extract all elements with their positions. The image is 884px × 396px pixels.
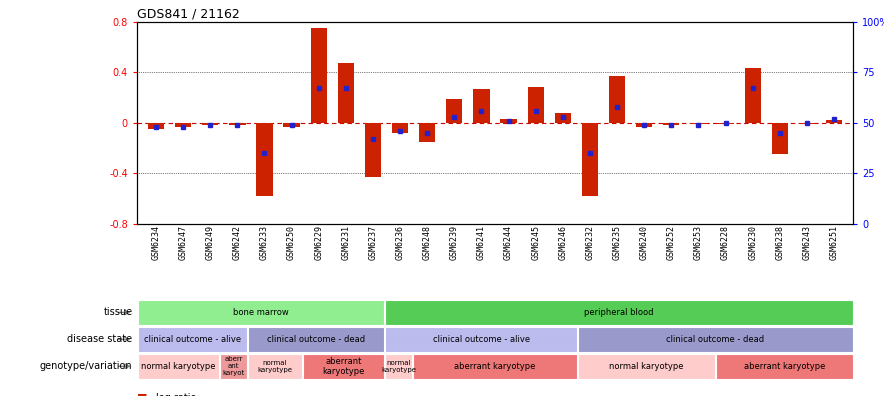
- Text: clinical outcome - alive: clinical outcome - alive: [432, 335, 530, 344]
- Bar: [385, 300, 852, 325]
- Text: GSM6243: GSM6243: [803, 225, 812, 260]
- Bar: [229, 123, 246, 125]
- Bar: [690, 123, 706, 124]
- Text: ■: ■: [137, 392, 148, 396]
- Text: normal karyotype: normal karyotype: [609, 362, 683, 371]
- Text: GSM6230: GSM6230: [748, 225, 758, 260]
- Bar: [744, 69, 761, 123]
- Text: GDS841 / 21162: GDS841 / 21162: [137, 8, 240, 21]
- Text: aberrant karyotype: aberrant karyotype: [454, 362, 536, 371]
- Bar: [392, 123, 408, 133]
- Text: GSM6234: GSM6234: [151, 225, 161, 260]
- Text: GSM6228: GSM6228: [721, 225, 730, 260]
- Text: GSM6248: GSM6248: [423, 225, 431, 260]
- Text: GSM6240: GSM6240: [640, 225, 649, 260]
- Bar: [385, 354, 412, 379]
- Bar: [663, 123, 680, 125]
- Bar: [446, 99, 462, 123]
- Bar: [365, 123, 381, 177]
- Text: GSM6244: GSM6244: [504, 225, 513, 260]
- Bar: [772, 123, 788, 154]
- Bar: [555, 112, 571, 123]
- Text: GSM6250: GSM6250: [287, 225, 296, 260]
- Bar: [175, 123, 191, 127]
- Text: log ratio: log ratio: [156, 392, 197, 396]
- Bar: [716, 354, 852, 379]
- Text: GSM6236: GSM6236: [396, 225, 405, 260]
- Bar: [582, 123, 598, 196]
- Text: clinical outcome - alive: clinical outcome - alive: [143, 335, 240, 344]
- Text: aberrant karyotype: aberrant karyotype: [743, 362, 825, 371]
- Bar: [138, 354, 219, 379]
- Text: GSM6247: GSM6247: [179, 225, 187, 260]
- Bar: [202, 123, 218, 125]
- Text: disease state: disease state: [67, 334, 133, 345]
- Bar: [138, 327, 247, 352]
- Text: peripheral blood: peripheral blood: [584, 308, 654, 317]
- Text: GSM6253: GSM6253: [694, 225, 703, 260]
- Text: GSM6237: GSM6237: [369, 225, 377, 260]
- Text: GSM6242: GSM6242: [232, 225, 242, 260]
- Bar: [578, 327, 852, 352]
- Text: aberrant
karyotype: aberrant karyotype: [323, 357, 365, 376]
- Text: normal
karyotype: normal karyotype: [257, 360, 293, 373]
- Bar: [636, 123, 652, 127]
- Bar: [248, 327, 385, 352]
- Text: bone marrow: bone marrow: [233, 308, 289, 317]
- Text: clinical outcome - dead: clinical outcome - dead: [267, 335, 365, 344]
- Bar: [419, 123, 436, 142]
- Text: GSM6249: GSM6249: [206, 225, 215, 260]
- Text: GSM6229: GSM6229: [314, 225, 324, 260]
- Text: GSM6231: GSM6231: [341, 225, 350, 260]
- Text: clinical outcome - dead: clinical outcome - dead: [667, 335, 765, 344]
- Text: aberr
ant
karyot: aberr ant karyot: [222, 356, 245, 376]
- Text: normal karyotype: normal karyotype: [141, 362, 216, 371]
- Bar: [303, 354, 385, 379]
- Text: GSM6252: GSM6252: [667, 225, 676, 260]
- Bar: [826, 120, 842, 123]
- Bar: [718, 123, 734, 124]
- Bar: [413, 354, 577, 379]
- Bar: [248, 354, 301, 379]
- Text: GSM6239: GSM6239: [450, 225, 459, 260]
- Bar: [500, 119, 517, 123]
- Text: GSM6246: GSM6246: [559, 225, 568, 260]
- Text: GSM6238: GSM6238: [775, 225, 784, 260]
- Text: GSM6241: GSM6241: [477, 225, 486, 260]
- Bar: [799, 123, 815, 124]
- Bar: [338, 63, 354, 123]
- Bar: [473, 89, 490, 123]
- Text: GSM6235: GSM6235: [613, 225, 621, 260]
- Text: GSM6245: GSM6245: [531, 225, 540, 260]
- Bar: [578, 354, 715, 379]
- Bar: [220, 354, 247, 379]
- Bar: [284, 123, 300, 127]
- Bar: [148, 123, 164, 129]
- Bar: [256, 123, 272, 196]
- Bar: [609, 76, 625, 123]
- Bar: [310, 28, 327, 123]
- Bar: [385, 327, 577, 352]
- Text: genotype/variation: genotype/variation: [40, 361, 133, 371]
- Bar: [138, 300, 385, 325]
- Text: GSM6233: GSM6233: [260, 225, 269, 260]
- Text: GSM6232: GSM6232: [585, 225, 594, 260]
- Bar: [528, 88, 544, 123]
- Text: GSM6251: GSM6251: [829, 225, 839, 260]
- Text: normal
karyotype: normal karyotype: [381, 360, 416, 373]
- Text: tissue: tissue: [103, 307, 133, 318]
